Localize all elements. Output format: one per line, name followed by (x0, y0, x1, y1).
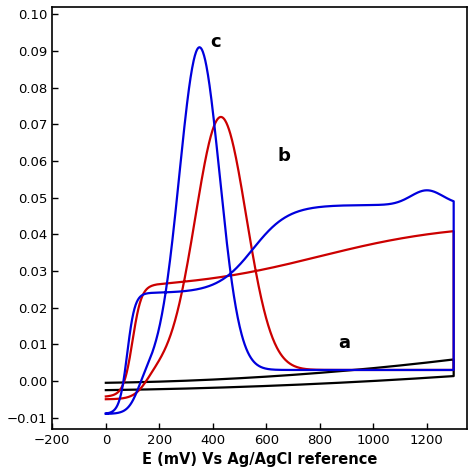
X-axis label: E (mV) Vs Ag/AgCl reference: E (mV) Vs Ag/AgCl reference (142, 452, 377, 467)
Text: a: a (338, 334, 351, 352)
Text: b: b (277, 147, 290, 165)
Text: c: c (210, 33, 221, 51)
